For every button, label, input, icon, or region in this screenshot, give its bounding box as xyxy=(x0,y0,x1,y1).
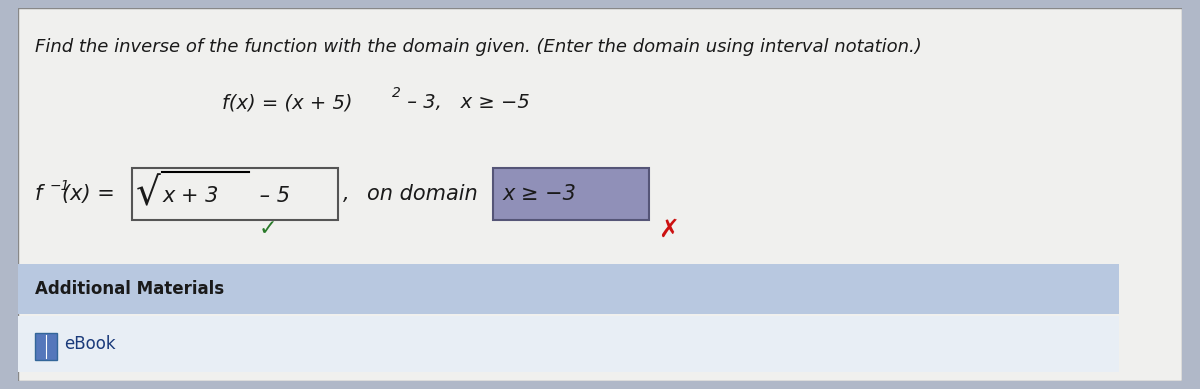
Text: – 3,   x ≥ −5: – 3, x ≥ −5 xyxy=(401,93,530,112)
Text: 2: 2 xyxy=(391,86,401,100)
Bar xyxy=(18,316,1118,371)
Text: ✓: ✓ xyxy=(258,219,277,240)
Text: f: f xyxy=(36,184,49,204)
Text: Find the inverse of the function with the domain given. (Enter the domain using : Find the inverse of the function with th… xyxy=(36,38,923,56)
Bar xyxy=(493,168,648,220)
Text: √: √ xyxy=(137,175,161,213)
Bar xyxy=(18,264,1118,314)
Text: on domain: on domain xyxy=(367,184,478,204)
Text: x + 3: x + 3 xyxy=(162,186,218,206)
Text: −1: −1 xyxy=(49,179,70,193)
Bar xyxy=(36,333,56,360)
Text: eBook: eBook xyxy=(65,335,116,353)
Bar xyxy=(132,168,338,220)
Text: – 5: – 5 xyxy=(253,186,289,206)
Text: f(x) = (x + 5): f(x) = (x + 5) xyxy=(222,93,353,112)
Text: ✗: ✗ xyxy=(659,217,679,242)
Text: ,: , xyxy=(343,184,349,204)
Text: Additional Materials: Additional Materials xyxy=(36,280,224,298)
Text: x ≥ −3: x ≥ −3 xyxy=(503,184,577,204)
Text: (x) =: (x) = xyxy=(61,184,121,204)
